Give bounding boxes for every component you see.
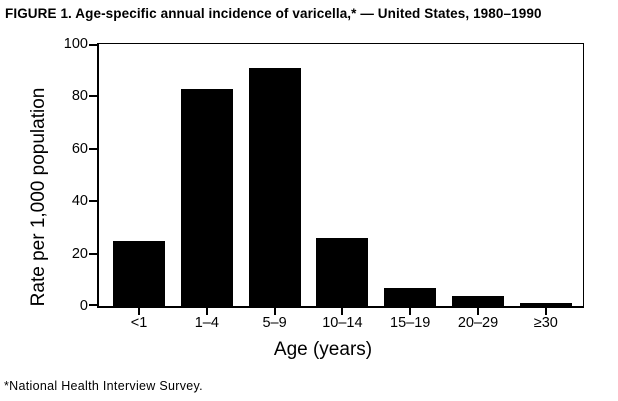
bar (452, 295, 504, 306)
x-axis-tick (544, 308, 547, 315)
figure-title: FIGURE 1. Age-specific annual incidence … (5, 6, 542, 21)
x-axis-tick (409, 308, 412, 315)
y-axis-tick (89, 147, 97, 150)
y-axis-title: Rate per 1,000 population (28, 87, 49, 307)
bar (316, 237, 369, 306)
y-axis-tick (89, 95, 97, 98)
y-axis-tick-label: 40 (71, 193, 88, 210)
x-axis-tick (341, 308, 344, 315)
bar (180, 88, 233, 306)
bar (519, 303, 572, 306)
y-axis-tick-label: 0 (79, 298, 88, 314)
x-axis-tick (477, 308, 479, 315)
x-axis-tick-label: <1 (130, 315, 148, 331)
bar (113, 240, 165, 306)
x-axis-tick-label: 10–14 (322, 315, 363, 331)
plot-area: 0 20 40 60 80 100 <1 1–4 5–9 10–14 15–19 20–29 ≥30 (64, 36, 584, 331)
y-axis-tick-label: 20 (71, 245, 88, 262)
x-axis-title: Age (years) (273, 339, 373, 360)
bar (384, 287, 437, 306)
x-axis-tick (138, 308, 140, 315)
y-axis-tick (89, 44, 97, 46)
bar (248, 67, 301, 306)
x-axis-tick (273, 308, 276, 315)
y-axis-tick-label: 100 (63, 36, 88, 52)
x-axis-tick (205, 308, 208, 315)
x-axis-tick-label: 5–9 (262, 315, 287, 331)
figure-footnote: *National Health Interview Survey. (4, 379, 203, 393)
x-axis-tick-label: 15–19 (390, 315, 431, 331)
x-axis-tick-label: 20–29 (457, 315, 499, 331)
y-axis-tick-label: 60 (71, 140, 88, 157)
y-axis-tick (89, 200, 97, 203)
y-axis-tick (89, 304, 97, 306)
x-axis-tick-label: ≥30 (533, 315, 558, 331)
y-axis-tick-label: 80 (71, 88, 88, 105)
y-axis-tick (89, 252, 97, 255)
x-axis-tick-label: 1–4 (194, 315, 219, 331)
